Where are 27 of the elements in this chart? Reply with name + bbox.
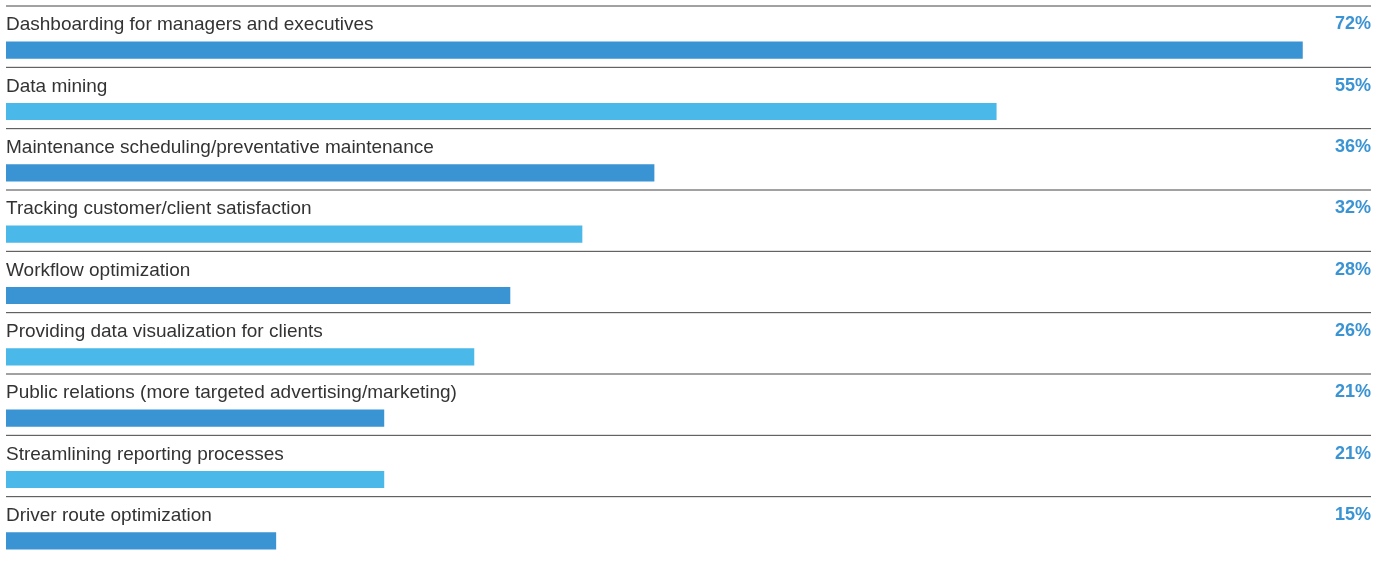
bar bbox=[6, 409, 385, 427]
y-tick-label: Maintenance scheduling/preventative maintenance bbox=[6, 136, 434, 158]
bar bbox=[6, 532, 277, 550]
y-tick-label: Tracking customer/client satisfaction bbox=[6, 197, 312, 219]
data-label: 36% bbox=[1334, 136, 1371, 157]
bar bbox=[6, 470, 385, 489]
data-label: 15% bbox=[1334, 504, 1371, 525]
y-tick-label: Driver route optimization bbox=[6, 504, 212, 526]
data-label: 72% bbox=[1334, 13, 1371, 34]
bar bbox=[6, 348, 475, 366]
y-tick-label: Data mining bbox=[6, 74, 108, 96]
data-label: 28% bbox=[1334, 258, 1371, 279]
y-tick-label: Workflow optimization bbox=[6, 258, 191, 280]
bar bbox=[6, 225, 583, 243]
y-tick-label: Dashboarding for managers and executives bbox=[6, 13, 374, 35]
y-tick-label: Public relations (more targeted advertising/marketing) bbox=[6, 381, 457, 403]
data-label: 55% bbox=[1334, 74, 1371, 95]
data-label: 21% bbox=[1334, 442, 1371, 463]
data-label: 26% bbox=[1334, 320, 1371, 341]
bar bbox=[6, 41, 1303, 59]
bar bbox=[6, 286, 511, 305]
data-label: 21% bbox=[1334, 381, 1371, 402]
y-tick-label: Streamlining reporting processes bbox=[6, 442, 284, 464]
data-label: 32% bbox=[1334, 197, 1371, 218]
y-tick-label: Providing data visualization for clients bbox=[6, 320, 323, 342]
bar bbox=[6, 164, 655, 182]
bar bbox=[6, 102, 997, 121]
